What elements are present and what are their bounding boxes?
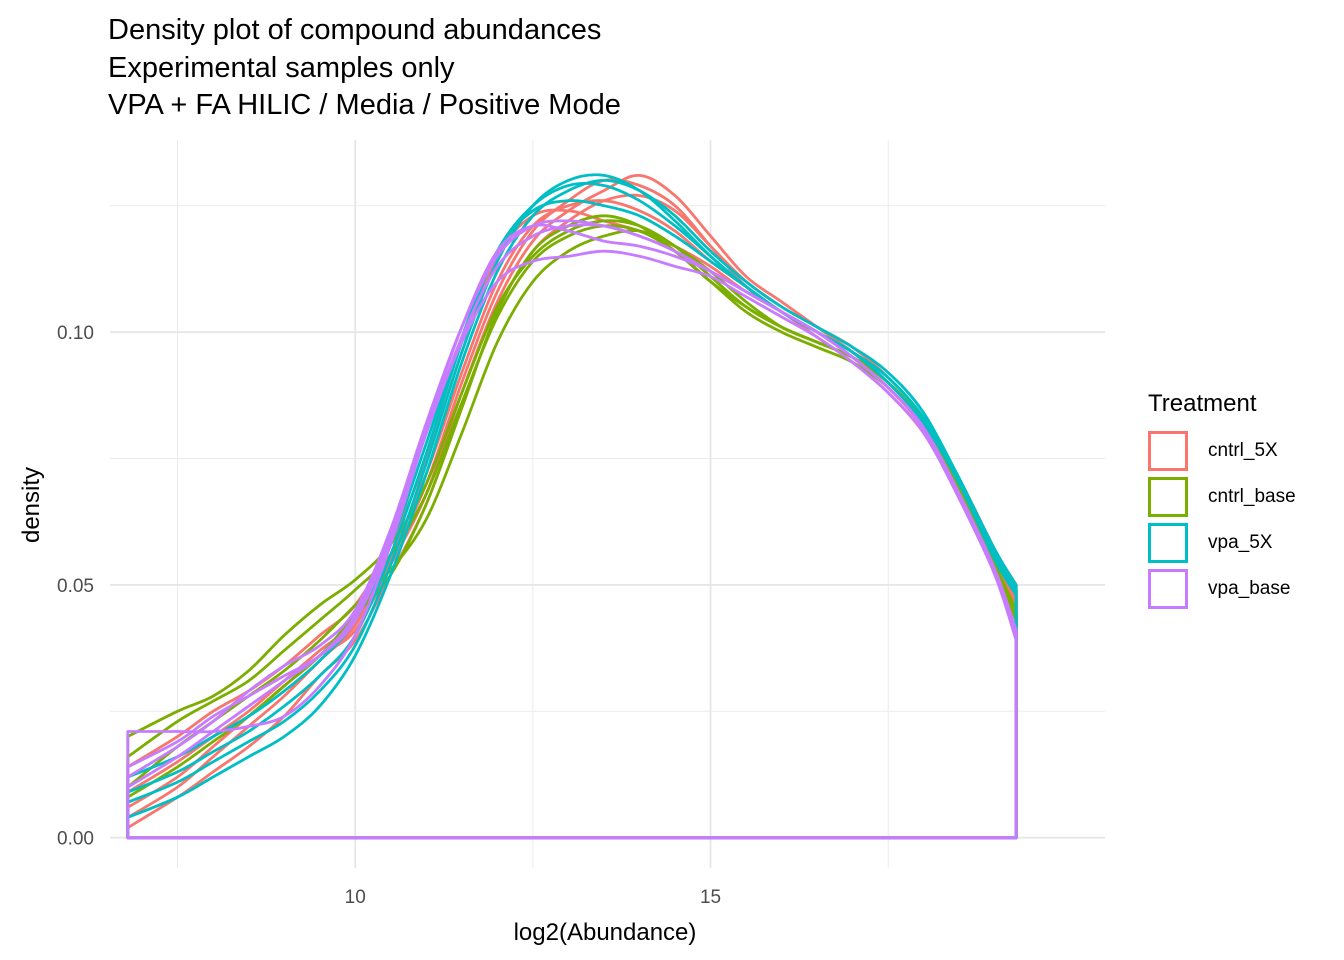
- density-curve-cntrl-base: [126, 229, 1018, 840]
- legend-item-cntrl-base: cntrl_base: [1148, 474, 1296, 520]
- legend-key: [1148, 431, 1188, 471]
- chart-title: Density plot of compound abundances Expe…: [108, 12, 621, 125]
- legend-key: [1148, 569, 1188, 609]
- legend-label: vpa_5X: [1208, 532, 1273, 553]
- legend-item-cntrl-5x: cntrl_5X: [1148, 428, 1296, 474]
- y-tick-label: 0.10: [57, 323, 94, 344]
- density-curve-cntrl-base: [126, 214, 1018, 840]
- legend-key: [1148, 523, 1188, 563]
- density-curve-vpa-5X: [126, 181, 1018, 840]
- chart-title-line-1: Density plot of compound abundances: [108, 14, 602, 46]
- legend-title: Treatment: [1148, 390, 1257, 417]
- y-axis-title: density: [18, 467, 45, 543]
- density-curve-cntrl-base: [126, 224, 1018, 840]
- x-tick-label: 15: [700, 887, 721, 908]
- density-curve-cntrl-5X: [126, 193, 1018, 840]
- y-tick-label: 0.05: [57, 576, 94, 597]
- density-curve-cntrl-5X: [126, 208, 1018, 840]
- density-curve-vpa-base: [126, 249, 1018, 840]
- density-curve-vpa-5X: [126, 199, 1018, 840]
- legend-label: cntrl_5X: [1208, 440, 1278, 461]
- legend-item-vpa-5x: vpa_5X: [1148, 520, 1296, 566]
- y-tick-label: 0.00: [57, 829, 94, 850]
- x-axis-title: log2(Abundance): [514, 919, 697, 946]
- density-curve-vpa-base: [126, 223, 1018, 840]
- density-curve-cntrl-base: [126, 219, 1018, 840]
- density-curve-vpa-base: [126, 219, 1018, 840]
- axis-ticks: 10 15 0.00 0.05 0.10: [57, 323, 721, 908]
- density-curve-vpa-base: [126, 223, 1018, 840]
- chart-title-line-3: VPA + FA HILIC / Media / Positive Mode: [108, 89, 621, 121]
- legend: Treatment cntrl_5X cntrl_base vpa_5X vpa…: [1148, 390, 1296, 612]
- chart-title-line-2: Experimental samples only: [108, 51, 455, 84]
- legend-label: vpa_base: [1208, 578, 1291, 599]
- density-curves: [126, 173, 1018, 840]
- grid-lines: [110, 140, 1105, 868]
- density-curve-vpa-5X: [126, 179, 1018, 840]
- legend-label: cntrl_base: [1208, 486, 1296, 507]
- legend-item-vpa-base: vpa_base: [1148, 566, 1296, 612]
- legend-key: [1148, 477, 1188, 517]
- x-tick-label: 10: [345, 887, 366, 908]
- density-curve-cntrl-5X: [126, 199, 1018, 840]
- density-curve-cntrl-5X: [126, 178, 1018, 840]
